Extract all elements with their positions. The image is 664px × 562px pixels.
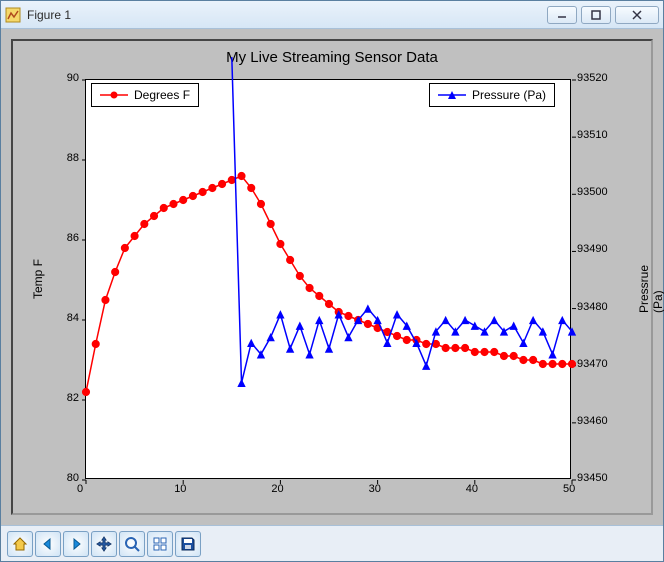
xtick: 10: [174, 483, 186, 495]
subplots-button[interactable]: [147, 531, 173, 557]
chart-title: My Live Streaming Sensor Data: [13, 49, 651, 66]
save-button[interactable]: [175, 531, 201, 557]
forward-button[interactable]: [63, 531, 89, 557]
home-button[interactable]: [7, 531, 33, 557]
titlebar: Figure 1: [1, 1, 663, 29]
zoom-button[interactable]: [119, 531, 145, 557]
xtick: 50: [563, 483, 575, 495]
pan-button[interactable]: [91, 531, 117, 557]
figure-canvas: My Live Streaming Sensor Data 0 10 20 30 40 5…: [11, 39, 653, 515]
window-buttons: [547, 6, 659, 24]
y2tick: 93520: [577, 72, 608, 84]
y2tick: 93450: [577, 472, 608, 484]
plot-area: My Live Streaming Sensor Data 0 10 20 30 40 5…: [1, 29, 663, 525]
y2tick: 93490: [577, 243, 608, 255]
y1tick: 82: [67, 392, 79, 404]
y1-label: Temp F: [31, 259, 45, 299]
xtick: 40: [466, 483, 478, 495]
y2tick: 93500: [577, 186, 608, 198]
legend-label: Degrees F: [134, 88, 190, 102]
axes-box: [85, 79, 571, 479]
xtick: 20: [271, 483, 283, 495]
legend-left: Degrees F: [91, 83, 199, 107]
xtick: 30: [369, 483, 381, 495]
y1tick: 90: [67, 72, 79, 84]
app-icon: [5, 7, 21, 23]
legend-label: Pressure (Pa): [472, 88, 546, 102]
y1tick: 86: [67, 232, 79, 244]
minimize-button[interactable]: [547, 6, 577, 24]
xtick: 0: [77, 483, 83, 495]
y1tick: 80: [67, 472, 79, 484]
y1tick: 88: [67, 152, 79, 164]
figure-window: Figure 1 My Live Streaming Sensor Data 0…: [0, 0, 664, 562]
y2tick: 93510: [577, 129, 608, 141]
back-button[interactable]: [35, 531, 61, 557]
maximize-button[interactable]: [581, 6, 611, 24]
close-button[interactable]: [615, 6, 659, 24]
y1tick: 84: [67, 312, 79, 324]
y2tick: 93480: [577, 301, 608, 313]
window-title: Figure 1: [27, 8, 547, 22]
y2-label: Pressrue (Pa): [637, 265, 664, 313]
toolbar: [1, 525, 663, 561]
y2tick: 93460: [577, 415, 608, 427]
legend-right: Pressure (Pa): [429, 83, 555, 107]
y2tick: 93470: [577, 358, 608, 370]
